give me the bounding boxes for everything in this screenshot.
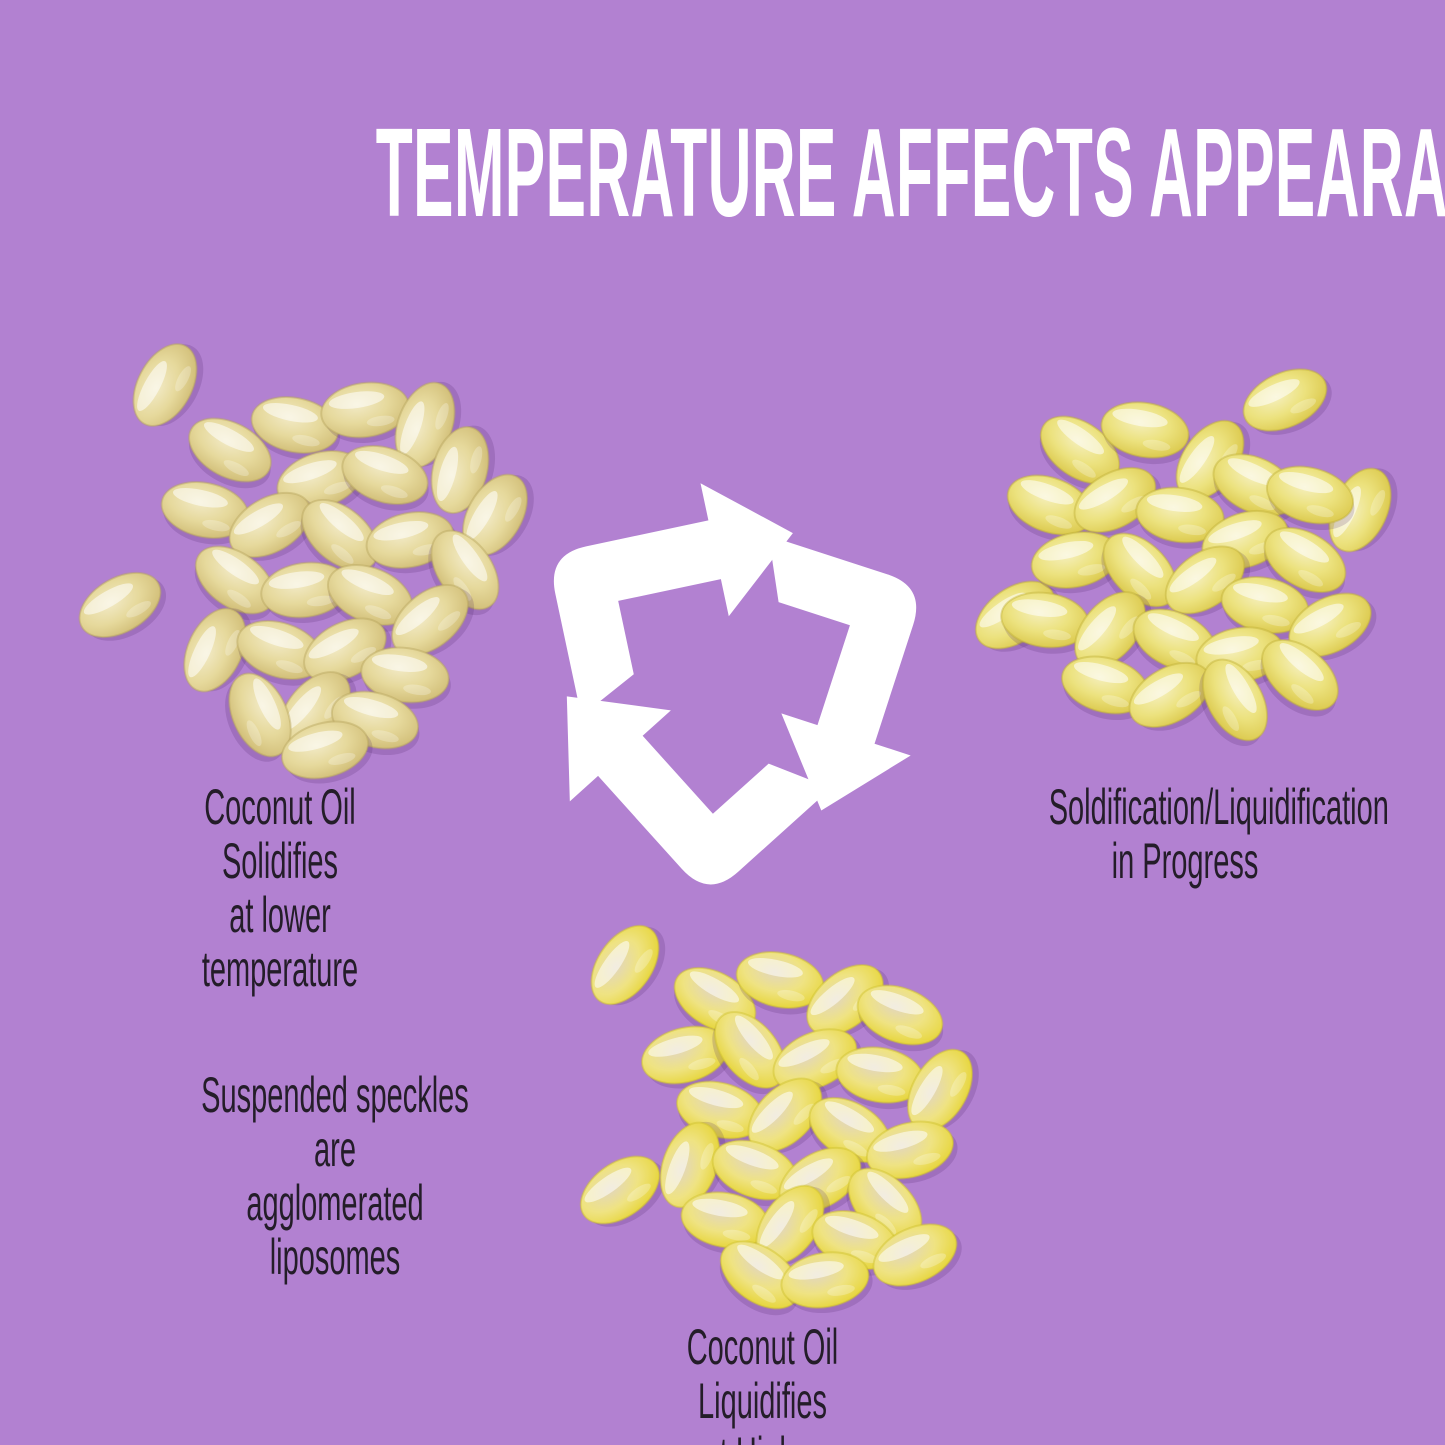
- capsule: [712, 1011, 787, 1095]
- capsule: [250, 396, 341, 460]
- capsule: [391, 583, 475, 658]
- capsule: [160, 481, 251, 545]
- page-title: TEMPERATURE AFFECTS APPEARANCE: [375, 102, 1445, 243]
- capsule: [228, 491, 317, 561]
- capsule: [780, 1251, 873, 1314]
- capsule: [1030, 531, 1123, 594]
- capsule: [1073, 591, 1152, 670]
- capsule: [1073, 466, 1162, 536]
- capsule: [1288, 592, 1377, 661]
- capsule: [1100, 401, 1191, 465]
- capsule: [280, 720, 373, 784]
- capsule: [1039, 415, 1121, 491]
- capsule: [735, 951, 826, 1015]
- capsule: [1060, 655, 1150, 721]
- capsule: [579, 1155, 666, 1227]
- capsule: [906, 1048, 979, 1132]
- capsule: [341, 444, 429, 511]
- capsule: [188, 417, 272, 489]
- capsule: [865, 1120, 958, 1184]
- capsule: [1101, 532, 1178, 613]
- capsule: [680, 1191, 771, 1255]
- capsule: [183, 607, 253, 693]
- capsule: [1199, 658, 1269, 747]
- capsule: [1132, 608, 1218, 678]
- capsule: [659, 1121, 727, 1209]
- capsule: [1128, 661, 1217, 731]
- capsule: [1000, 591, 1091, 654]
- capsule: [300, 498, 379, 577]
- liquid-capsules-image: [579, 924, 979, 1316]
- caption-liquidifies: Coconut Oil Liquidifies at Higher temper…: [686, 1319, 839, 1445]
- capsule: [835, 1046, 926, 1110]
- capsule: [225, 672, 292, 762]
- capsule: [1006, 474, 1094, 542]
- caption-liposome-note: Suspended speckles are agglomerated lipo…: [201, 1067, 469, 1285]
- in-progress-capsules-image: [974, 368, 1398, 747]
- capsule: [326, 564, 414, 632]
- capsule: [1263, 526, 1347, 599]
- capsule: [872, 1223, 962, 1290]
- capsule: [461, 473, 534, 557]
- capsule: [856, 984, 944, 1052]
- capsule: [1260, 638, 1339, 717]
- caption-solidifies: Coconut Oil Solidifies at lower temperat…: [201, 779, 359, 997]
- capsule: [194, 545, 276, 621]
- capsule: [590, 924, 666, 1006]
- capsule: [132, 343, 204, 427]
- capsule: [711, 1139, 799, 1207]
- capsule: [640, 1025, 733, 1089]
- capsule: [1242, 368, 1332, 435]
- caption-in-progress: Soldification/Liquidification in Progres…: [1048, 779, 1389, 889]
- capsule: [719, 1240, 801, 1316]
- capsule: [755, 1184, 831, 1266]
- capsule: [747, 1077, 828, 1154]
- capsule: [236, 619, 324, 686]
- recycle-arrows-icon: [553, 483, 917, 885]
- capsule: [78, 571, 167, 641]
- capsule: [1135, 486, 1226, 549]
- capsule: [1265, 465, 1355, 531]
- solid-capsules-image: [78, 343, 534, 784]
